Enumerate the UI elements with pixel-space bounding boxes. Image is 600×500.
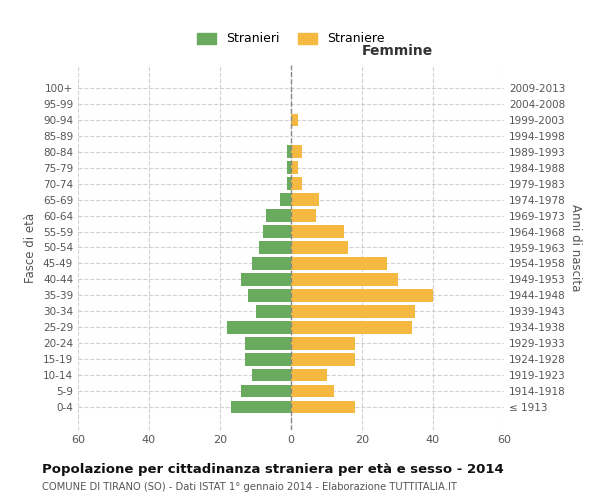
Bar xyxy=(291,162,298,174)
Bar xyxy=(291,210,316,222)
Bar xyxy=(266,210,291,222)
Legend: Stranieri, Straniere: Stranieri, Straniere xyxy=(193,28,389,50)
Bar xyxy=(248,289,291,302)
Bar xyxy=(291,289,433,302)
Bar xyxy=(291,114,298,126)
Bar xyxy=(291,257,387,270)
Bar xyxy=(291,401,355,413)
Bar xyxy=(245,337,291,349)
Bar xyxy=(245,353,291,366)
Bar xyxy=(291,385,334,398)
Bar xyxy=(291,178,302,190)
Bar xyxy=(291,242,348,254)
Bar xyxy=(291,321,412,334)
Bar xyxy=(256,305,291,318)
Bar xyxy=(230,401,291,413)
Bar xyxy=(291,337,355,349)
Text: Popolazione per cittadinanza straniera per età e sesso - 2014: Popolazione per cittadinanza straniera p… xyxy=(42,462,504,475)
Bar xyxy=(227,321,291,334)
Y-axis label: Fasce di età: Fasce di età xyxy=(25,212,37,282)
Bar xyxy=(241,273,291,285)
Bar xyxy=(287,162,291,174)
Text: COMUNE DI TIRANO (SO) - Dati ISTAT 1° gennaio 2014 - Elaborazione TUTTITALIA.IT: COMUNE DI TIRANO (SO) - Dati ISTAT 1° ge… xyxy=(42,482,457,492)
Bar xyxy=(280,194,291,206)
Bar xyxy=(291,226,344,238)
Bar xyxy=(287,146,291,158)
Bar xyxy=(291,146,302,158)
Bar xyxy=(287,178,291,190)
Bar xyxy=(291,305,415,318)
Bar xyxy=(252,369,291,382)
Text: Femmine: Femmine xyxy=(362,44,433,58)
Bar xyxy=(259,242,291,254)
Bar xyxy=(291,353,355,366)
Bar xyxy=(241,385,291,398)
Y-axis label: Anni di nascita: Anni di nascita xyxy=(569,204,582,291)
Bar xyxy=(291,194,319,206)
Bar xyxy=(291,369,326,382)
Bar xyxy=(263,226,291,238)
Bar xyxy=(252,257,291,270)
Bar xyxy=(291,273,398,285)
